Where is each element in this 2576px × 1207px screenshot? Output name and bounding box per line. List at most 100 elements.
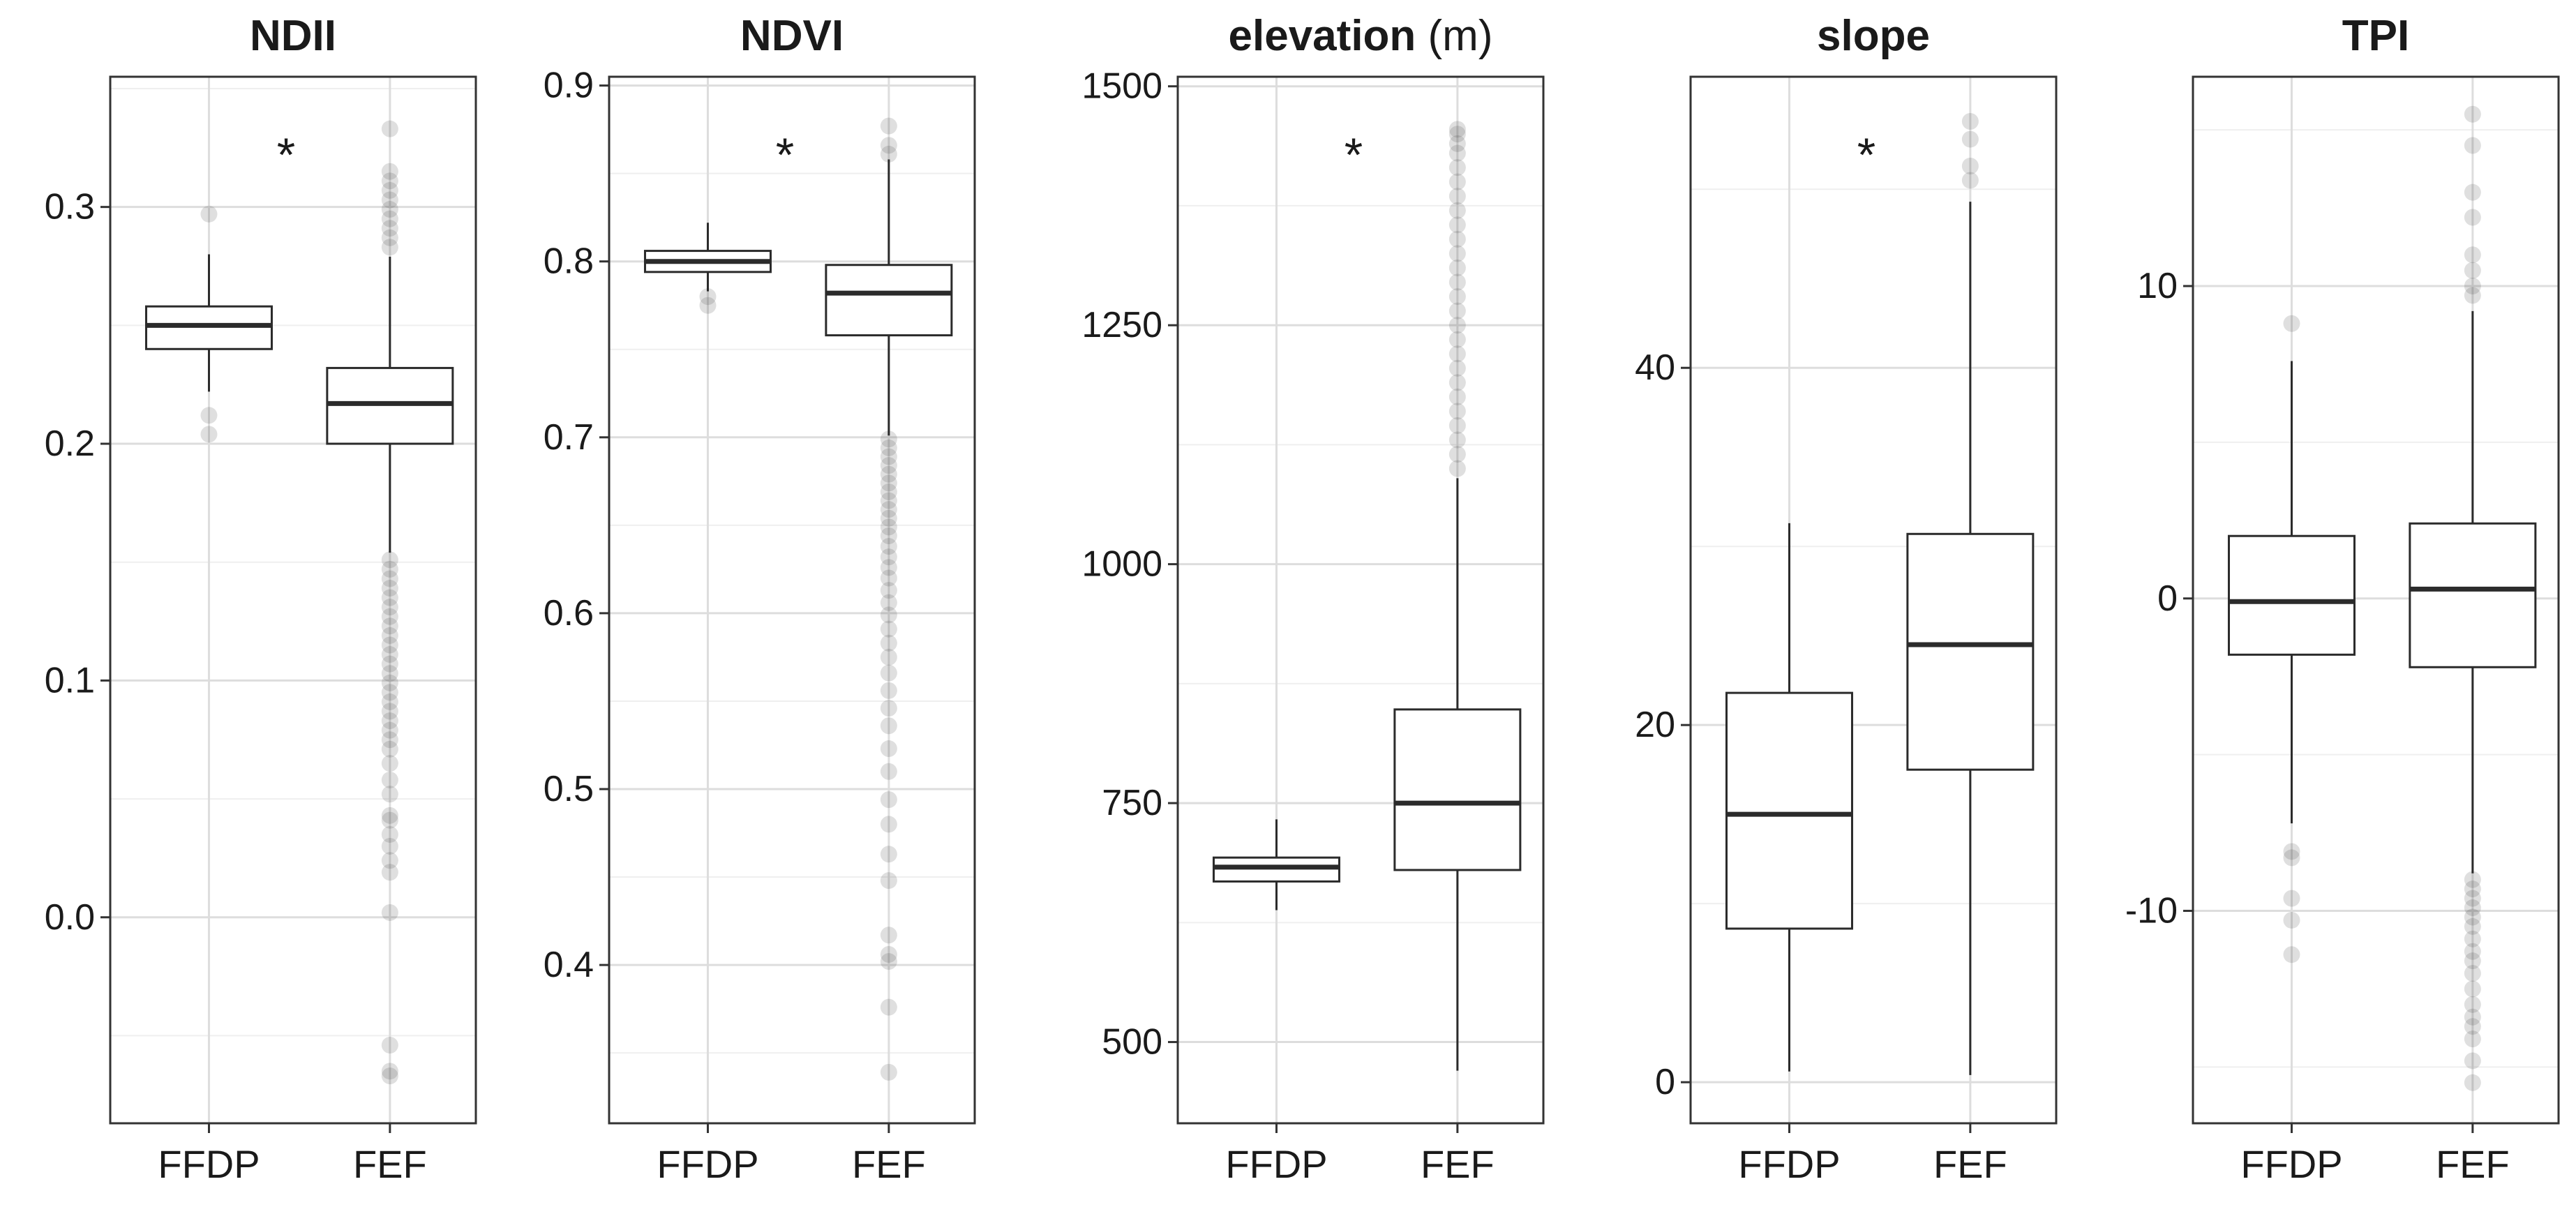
panel-frame: [608, 75, 976, 1125]
outlier-point: [880, 606, 897, 624]
outlier-point: [381, 684, 398, 701]
outlier-point: [1448, 374, 1466, 391]
outlier-point: [381, 229, 398, 246]
outlier-point: [1448, 202, 1466, 219]
outlier-point: [2464, 943, 2481, 960]
outlier-point: [880, 682, 897, 699]
outlier-point: [381, 220, 398, 237]
outlier-point: [880, 740, 897, 758]
outlier-point: [1961, 112, 1979, 130]
panel-ndvi: 0.4 0.5 0.6 0.7 0.8 0.9 FFDP FEF NDVI *: [544, 12, 976, 1186]
outlier-point: [880, 846, 897, 863]
y-tick-label: 1250: [1081, 305, 1162, 345]
panel-title-text: TPI: [2342, 12, 2409, 60]
outlier-point: [381, 570, 398, 587]
x-category-label: FFDP: [657, 1142, 758, 1186]
outlier-point: [381, 1037, 398, 1054]
outlier-point: [1448, 259, 1466, 276]
outlier-point: [880, 137, 897, 154]
outlier-point: [880, 700, 897, 717]
significance-marker: *: [1857, 128, 1875, 181]
outlier-point: [880, 664, 897, 682]
iqr-box: [1725, 691, 1853, 930]
outlier-point: [880, 457, 897, 474]
panel-title-text: NDII: [250, 12, 336, 60]
outlier-point: [381, 589, 398, 606]
outlier-point: [1448, 159, 1466, 177]
outlier-point: [2283, 890, 2300, 907]
y-tick-label: 0.5: [544, 769, 594, 809]
outlier-point: [880, 717, 897, 735]
panel-title: NDII: [250, 12, 336, 60]
outlier-point: [2464, 908, 2481, 926]
outlier-point: [381, 181, 398, 199]
outlier-point: [880, 465, 897, 483]
y-tick-label: 0.0: [45, 897, 95, 938]
outlier-point: [200, 426, 218, 443]
x-category-label: FEF: [353, 1142, 427, 1186]
panel-title: TPI: [2342, 12, 2409, 60]
outlier-point: [381, 825, 398, 843]
outlier-point: [381, 580, 398, 597]
outlier-point: [880, 953, 897, 970]
outlier-point: [381, 560, 398, 578]
box-tpi-fef: [2409, 105, 2537, 1091]
panel-title-unit: (m): [1416, 12, 1492, 60]
outlier-point: [200, 407, 218, 424]
outlier-point: [880, 945, 897, 963]
outlier-point: [699, 288, 717, 306]
outlier-point: [200, 205, 218, 223]
y-tick-label: 1000: [1081, 544, 1162, 585]
outlier-point: [880, 538, 897, 555]
y-tick-label: 40: [1635, 347, 1675, 388]
outlier-point: [880, 518, 897, 536]
panel-frame: [109, 75, 477, 1125]
y-tick-label: 500: [1102, 1022, 1162, 1063]
outlier-point: [880, 548, 897, 566]
y-tick-label: 20: [1635, 705, 1675, 745]
panel-title-text: NDVI: [740, 12, 844, 60]
panel-title: NDVI: [740, 12, 844, 60]
outlier-point: [1448, 345, 1466, 363]
outlier-point: [381, 807, 398, 824]
panel-title-text: elevation: [1229, 12, 1416, 60]
outlier-point: [1448, 188, 1466, 205]
x-category-label: FEF: [1421, 1142, 1495, 1186]
outlier-point: [381, 551, 398, 569]
x-category-label: FEF: [1933, 1142, 2007, 1186]
outlier-point: [2464, 899, 2481, 917]
y-tick-label: 0.1: [45, 660, 95, 700]
outlier-point: [880, 620, 897, 638]
outlier-point: [1448, 144, 1466, 162]
y-tick-label: 10: [2137, 266, 2178, 306]
panel-frame: [1689, 75, 2058, 1125]
outlier-point: [880, 791, 897, 809]
outlier-point: [1448, 417, 1466, 434]
box-elevation-fef: [1393, 121, 1522, 1071]
significance-marker: *: [776, 128, 794, 181]
outlier-point: [1961, 157, 1979, 174]
outlier-point: [2283, 843, 2300, 860]
outlier-point: [880, 927, 897, 944]
panel-ndii: 0.0 0.1 0.2 0.3 FFDP FEF NDII *: [45, 12, 477, 1186]
outlier-point: [1448, 388, 1466, 405]
outlier-point: [2464, 980, 2481, 998]
outlier-point: [2283, 911, 2300, 929]
outlier-point: [2464, 965, 2481, 982]
box-ndvi-fef: [825, 117, 953, 1081]
outlier-point: [2464, 952, 2481, 970]
outlier-point: [381, 599, 398, 616]
outlier-point: [1448, 460, 1466, 477]
outlier-point: [880, 430, 897, 448]
outlier-point: [381, 721, 398, 739]
outlier-point: [1448, 302, 1466, 320]
outlier-point: [2464, 1052, 2481, 1070]
outlier-point: [381, 852, 398, 869]
outlier-point: [1448, 359, 1466, 377]
outlier-point: [1961, 130, 1979, 148]
outlier-point: [381, 703, 398, 720]
panel-frame: [2192, 75, 2560, 1125]
y-tick-label: 0.7: [544, 417, 594, 458]
significance-marker: *: [1345, 128, 1363, 181]
panel-title-text: slope: [1817, 12, 1930, 60]
